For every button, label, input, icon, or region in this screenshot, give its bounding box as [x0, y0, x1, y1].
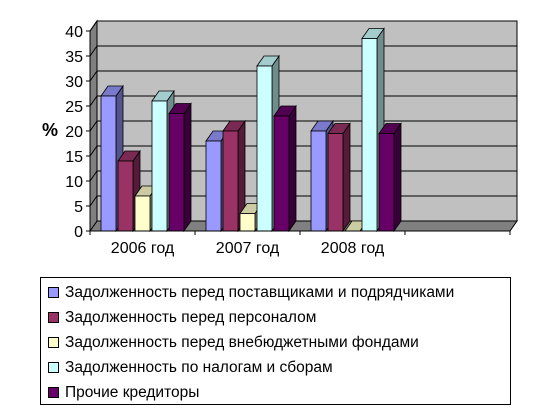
bar-front	[205, 140, 222, 232]
y-tick-label: 0	[74, 224, 83, 241]
legend-swatch	[48, 287, 59, 298]
legend-label: Прочие кредиторы	[65, 383, 200, 401]
bar-front	[327, 133, 344, 232]
legend-label: Задолженность по налогам и сборам	[65, 358, 333, 376]
x-tick-label: 2007 год	[216, 240, 280, 257]
bar-front	[222, 130, 239, 232]
bar-side	[393, 122, 402, 233]
bar	[168, 102, 192, 233]
bar-front	[151, 100, 168, 232]
bar-front	[117, 160, 134, 232]
y-tick-label: 20	[65, 124, 83, 141]
bar-side	[183, 102, 192, 233]
bar	[273, 104, 297, 233]
bar-front	[239, 213, 256, 232]
legend-item-personnel: Задолженность перед персоналом	[41, 305, 510, 330]
legend-label: Задолженность перед внебюджетными фондам…	[65, 333, 419, 351]
bar-front	[273, 115, 290, 232]
legend-item-other: Прочие кредиторы	[41, 380, 510, 405]
gridline	[89, 20, 517, 32]
legend-item-taxes: Задолженность по налогам и сборам	[41, 355, 510, 380]
bar-front	[310, 130, 327, 232]
bar	[378, 122, 402, 233]
bar-front	[100, 95, 117, 232]
legend-label: Задолженность перед поставщиками и подря…	[65, 283, 455, 301]
y-axis: 0 5 10 15 20 25 30 35 40	[65, 24, 91, 241]
bar-front	[168, 113, 185, 232]
legend-swatch	[48, 387, 59, 398]
y-tick-label: 25	[65, 99, 83, 116]
legend-label: Задолженность перед персоналом	[65, 308, 317, 326]
bar-front	[378, 133, 395, 232]
y-tick-label: 10	[65, 174, 83, 191]
legend-swatch	[48, 337, 59, 348]
x-tick-label: 2008 год	[321, 240, 385, 257]
bar-front	[256, 65, 273, 232]
y-tick-label: 15	[65, 149, 83, 166]
bar-side	[342, 122, 351, 233]
bar-front	[134, 195, 151, 232]
y-tick-label: 35	[65, 49, 83, 66]
legend-swatch	[48, 362, 59, 373]
y-tick-label: 40	[65, 24, 83, 41]
y-axis-label: %	[42, 120, 58, 140]
bar-front	[361, 38, 378, 232]
bar	[327, 122, 351, 233]
x-tick-label: 2006 год	[111, 240, 175, 257]
y-tick-label: 30	[65, 74, 83, 91]
x-axis: 2006 год 2007 год 2008 год	[89, 230, 511, 257]
legend-item-funds: Задолженность перед внебюджетными фондам…	[41, 330, 510, 355]
y-tick-label: 5	[74, 199, 83, 216]
legend: Задолженность перед поставщиками и подря…	[40, 277, 511, 405]
legend-swatch	[48, 312, 59, 323]
bars	[100, 27, 402, 233]
legend-item-suppliers: Задолженность перед поставщиками и подря…	[41, 280, 510, 305]
bar	[117, 149, 141, 233]
chart: 0 5 10 15 20 25 30 35 40 2006 год 2007 год 2008 го…	[42, 19, 518, 257]
bar-side	[288, 104, 297, 233]
